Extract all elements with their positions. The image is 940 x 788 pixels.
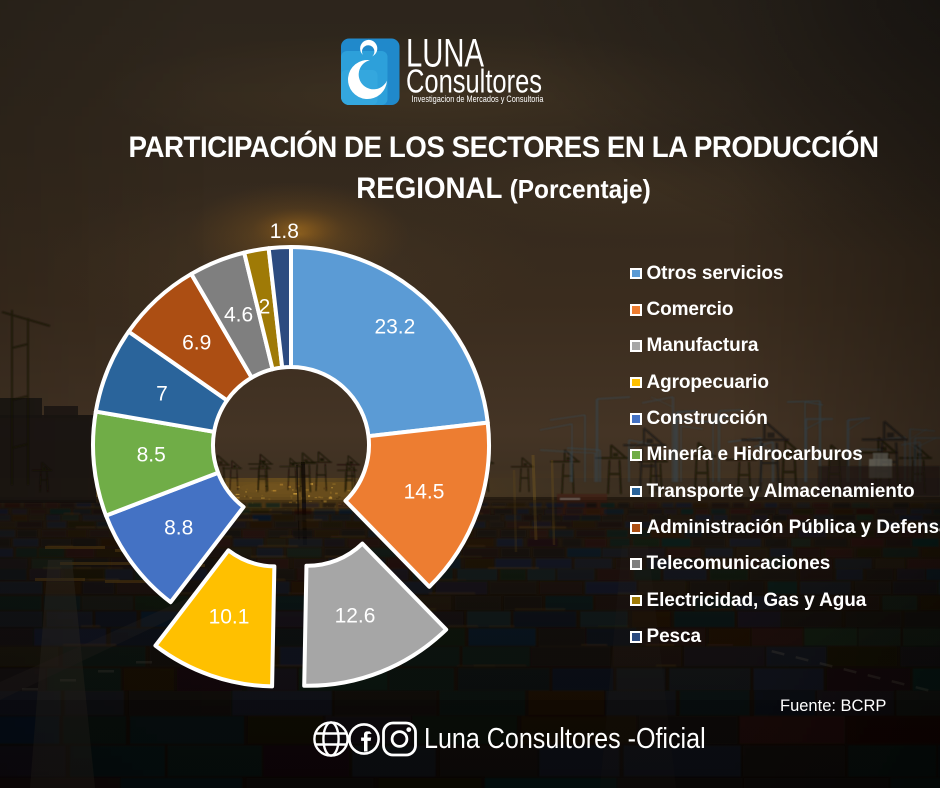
svg-text:4.6: 4.6 xyxy=(224,304,253,327)
svg-text:8.5: 8.5 xyxy=(137,444,166,467)
svg-text:12.6: 12.6 xyxy=(335,605,376,628)
svg-text:LUNA: LUNA xyxy=(406,32,484,76)
svg-text:6.9: 6.9 xyxy=(182,332,211,355)
svg-text:8.8: 8.8 xyxy=(164,517,193,540)
svg-text:14.5: 14.5 xyxy=(404,481,445,504)
svg-text:2: 2 xyxy=(259,296,271,319)
svg-text:10.1: 10.1 xyxy=(209,606,250,629)
svg-text:1.8: 1.8 xyxy=(270,220,299,243)
svg-text:Investigacion de Mercados y Co: Investigacion de Mercados y Consultoria xyxy=(412,94,545,105)
svg-text:Consultores: Consultores xyxy=(406,63,542,100)
svg-text:7: 7 xyxy=(156,383,168,406)
svg-text:23.2: 23.2 xyxy=(374,316,415,339)
